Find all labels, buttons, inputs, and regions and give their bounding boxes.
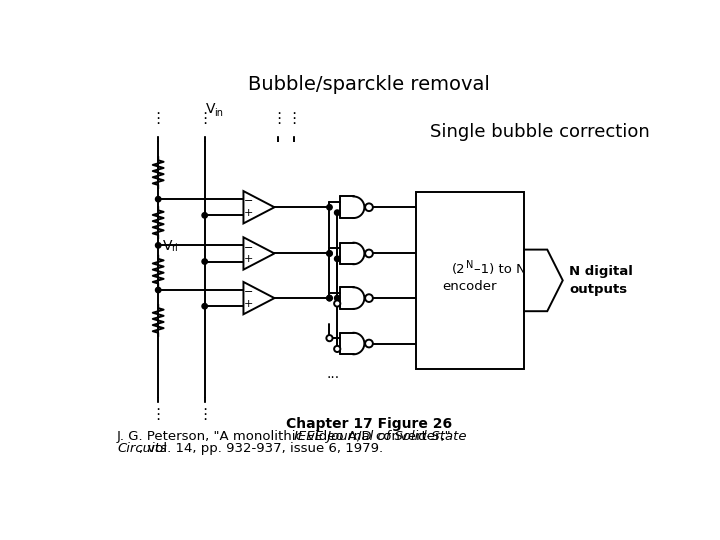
Text: ri: ri bbox=[171, 243, 178, 253]
Text: ⋮: ⋮ bbox=[197, 111, 212, 126]
Circle shape bbox=[327, 295, 332, 301]
Circle shape bbox=[365, 249, 373, 257]
Circle shape bbox=[365, 340, 373, 347]
Circle shape bbox=[334, 300, 341, 307]
Circle shape bbox=[202, 213, 207, 218]
Text: ⋮: ⋮ bbox=[287, 111, 302, 126]
Text: +: + bbox=[243, 299, 253, 309]
Text: Circuits: Circuits bbox=[117, 442, 167, 455]
Text: N digital: N digital bbox=[569, 265, 633, 278]
Circle shape bbox=[327, 251, 332, 256]
Text: –1) to N: –1) to N bbox=[474, 263, 526, 276]
Text: N: N bbox=[466, 260, 473, 269]
Circle shape bbox=[365, 204, 373, 211]
Bar bbox=[415, 192, 524, 369]
Text: ⋮: ⋮ bbox=[150, 111, 166, 126]
Text: in: in bbox=[214, 108, 223, 118]
Text: ⋮: ⋮ bbox=[197, 408, 212, 422]
Text: encoder: encoder bbox=[443, 280, 497, 293]
Circle shape bbox=[202, 303, 207, 309]
Text: ⋮: ⋮ bbox=[271, 111, 286, 126]
Text: +: + bbox=[243, 208, 253, 218]
Circle shape bbox=[335, 210, 340, 215]
Text: outputs: outputs bbox=[569, 283, 627, 296]
Circle shape bbox=[334, 346, 341, 352]
Text: +: + bbox=[243, 254, 253, 264]
Text: Single bubble correction: Single bubble correction bbox=[430, 123, 649, 140]
Circle shape bbox=[335, 256, 340, 261]
Text: −: − bbox=[243, 242, 253, 253]
Text: Chapter 17 Figure 26: Chapter 17 Figure 26 bbox=[286, 417, 452, 431]
Circle shape bbox=[156, 242, 161, 248]
Text: V: V bbox=[206, 102, 216, 116]
Circle shape bbox=[327, 251, 332, 256]
Text: ...: ... bbox=[327, 367, 340, 381]
Circle shape bbox=[156, 197, 161, 202]
Text: J. G. Peterson, "A monolithic video A/D converter,": J. G. Peterson, "A monolithic video A/D … bbox=[117, 430, 456, 443]
Text: , vol. 14, pp. 932-937, issue 6, 1979.: , vol. 14, pp. 932-937, issue 6, 1979. bbox=[140, 442, 384, 455]
Text: ⋮: ⋮ bbox=[150, 408, 166, 422]
Circle shape bbox=[335, 295, 340, 301]
Text: −: − bbox=[243, 197, 253, 206]
Circle shape bbox=[202, 259, 207, 264]
Text: V: V bbox=[163, 239, 172, 253]
Text: Bubble/sparckle removal: Bubble/sparckle removal bbox=[248, 75, 490, 94]
Circle shape bbox=[327, 205, 332, 210]
Text: −: − bbox=[243, 287, 253, 298]
Text: (2: (2 bbox=[452, 263, 466, 276]
Text: IEEE Journal of Solid-State: IEEE Journal of Solid-State bbox=[294, 430, 467, 443]
Circle shape bbox=[156, 287, 161, 293]
Circle shape bbox=[326, 335, 333, 341]
Circle shape bbox=[365, 294, 373, 302]
Circle shape bbox=[327, 295, 332, 301]
